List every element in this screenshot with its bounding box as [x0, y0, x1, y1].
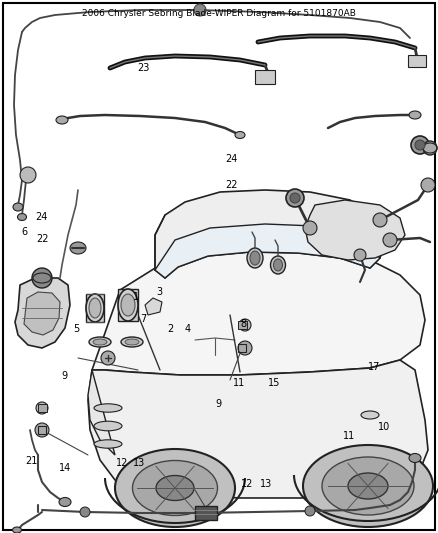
Polygon shape: [24, 292, 60, 335]
Text: 4: 4: [184, 325, 191, 334]
Ellipse shape: [409, 454, 421, 463]
Text: 11: 11: [343, 431, 356, 441]
Text: 2006 Chrysler Sebring Blade-WIPER Diagram for 5101870AB: 2006 Chrysler Sebring Blade-WIPER Diagra…: [82, 10, 356, 19]
Bar: [255, 70, 275, 84]
Ellipse shape: [118, 289, 138, 321]
Ellipse shape: [133, 461, 218, 515]
Ellipse shape: [303, 445, 433, 527]
Circle shape: [290, 193, 300, 203]
Text: 12: 12: [241, 479, 254, 489]
Ellipse shape: [89, 337, 111, 347]
Text: 9: 9: [62, 371, 68, 381]
Polygon shape: [305, 200, 405, 260]
Circle shape: [238, 341, 252, 355]
Circle shape: [194, 4, 206, 16]
Ellipse shape: [18, 214, 27, 221]
Circle shape: [36, 402, 48, 414]
Text: 17: 17: [368, 362, 381, 372]
Text: 10: 10: [378, 423, 391, 432]
Bar: [238, 321, 247, 329]
Circle shape: [421, 178, 435, 192]
Circle shape: [415, 140, 425, 150]
Polygon shape: [155, 224, 380, 278]
Ellipse shape: [247, 248, 263, 268]
Ellipse shape: [361, 411, 379, 419]
Text: 23: 23: [138, 63, 150, 73]
Ellipse shape: [56, 116, 68, 124]
Circle shape: [20, 167, 36, 183]
Ellipse shape: [59, 497, 71, 506]
Circle shape: [411, 136, 429, 154]
Polygon shape: [15, 278, 70, 348]
Circle shape: [239, 319, 251, 331]
Text: 21: 21: [25, 456, 38, 466]
Ellipse shape: [250, 251, 260, 265]
Ellipse shape: [70, 242, 86, 254]
Text: 24: 24: [35, 213, 48, 222]
Circle shape: [373, 213, 387, 227]
Text: 14: 14: [59, 463, 71, 473]
Text: 2: 2: [168, 325, 174, 334]
Ellipse shape: [94, 404, 122, 412]
Text: 11: 11: [233, 378, 245, 387]
Text: 24: 24: [225, 154, 237, 164]
Circle shape: [383, 233, 397, 247]
Text: 9: 9: [215, 399, 221, 409]
Ellipse shape: [13, 527, 21, 533]
Text: 13: 13: [260, 479, 272, 489]
Ellipse shape: [271, 256, 286, 274]
Circle shape: [101, 351, 115, 365]
Bar: [408, 55, 426, 67]
Ellipse shape: [94, 440, 122, 448]
Ellipse shape: [13, 203, 23, 211]
Text: 22: 22: [37, 234, 49, 244]
Ellipse shape: [273, 259, 283, 271]
Ellipse shape: [86, 294, 104, 322]
Text: 12: 12: [116, 458, 128, 467]
Ellipse shape: [409, 111, 421, 119]
Text: 5: 5: [74, 325, 80, 334]
Circle shape: [35, 423, 49, 437]
Text: 1: 1: [133, 293, 139, 302]
Ellipse shape: [93, 339, 107, 345]
Circle shape: [354, 249, 366, 261]
Text: 6: 6: [21, 227, 27, 237]
Circle shape: [286, 189, 304, 207]
Polygon shape: [155, 190, 385, 278]
Polygon shape: [92, 250, 425, 375]
Circle shape: [305, 506, 315, 516]
Text: 15: 15: [268, 378, 280, 387]
Text: 7: 7: [141, 314, 147, 324]
Ellipse shape: [235, 132, 245, 139]
Text: 3: 3: [157, 287, 163, 297]
Text: 8: 8: [240, 319, 246, 329]
Polygon shape: [88, 360, 428, 498]
Ellipse shape: [322, 457, 414, 515]
Ellipse shape: [94, 421, 122, 431]
Text: 22: 22: [225, 181, 237, 190]
Ellipse shape: [121, 294, 135, 316]
Polygon shape: [145, 298, 162, 315]
Circle shape: [32, 268, 52, 288]
Ellipse shape: [121, 337, 143, 347]
Circle shape: [303, 221, 317, 235]
Ellipse shape: [348, 473, 388, 499]
Ellipse shape: [89, 298, 101, 318]
Bar: [38, 404, 47, 412]
Circle shape: [423, 141, 437, 155]
Bar: [195, 506, 217, 520]
Circle shape: [80, 507, 90, 517]
Ellipse shape: [156, 475, 194, 500]
Ellipse shape: [125, 339, 139, 345]
Ellipse shape: [115, 449, 235, 527]
Bar: [118, 289, 138, 321]
Polygon shape: [88, 370, 115, 455]
Text: 13: 13: [133, 458, 145, 467]
Bar: [86, 294, 104, 322]
